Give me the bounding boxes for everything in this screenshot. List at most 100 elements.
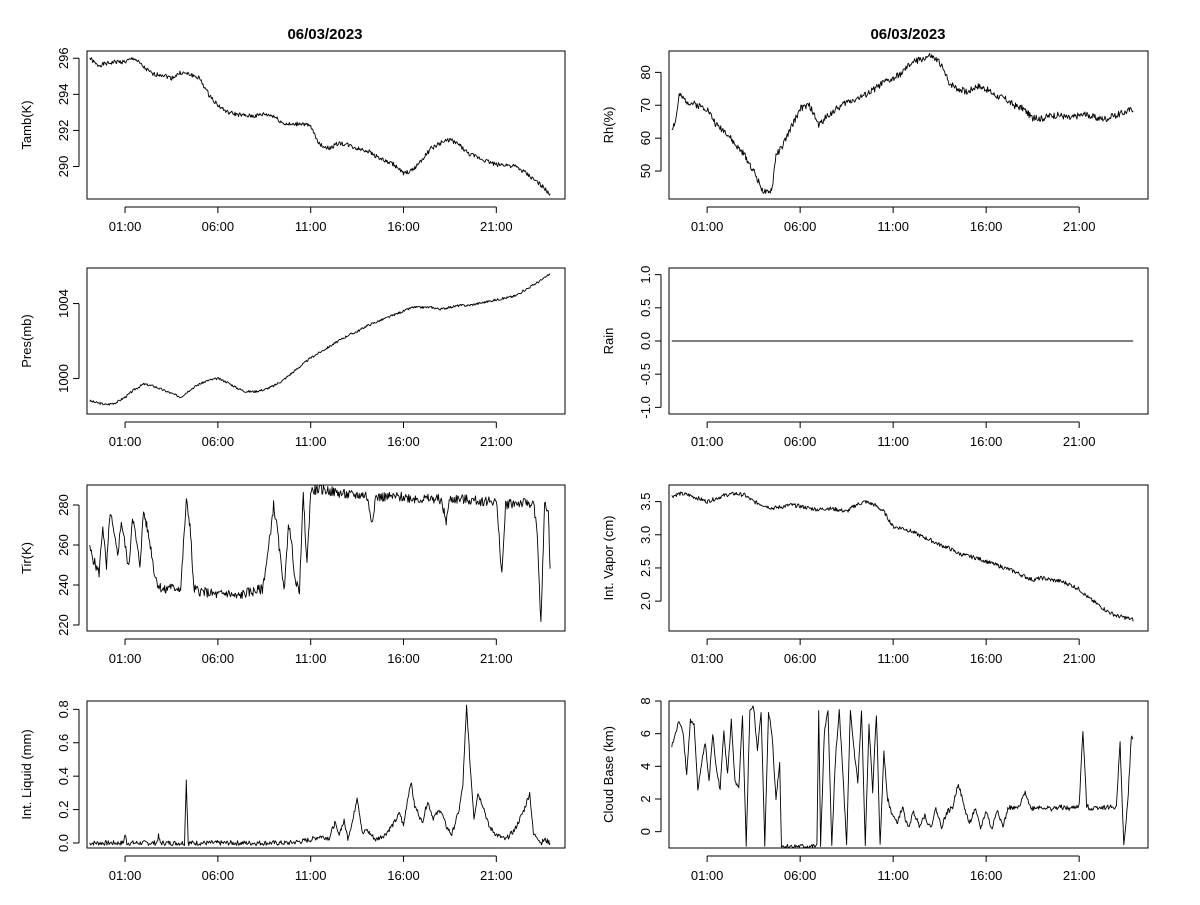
x-tick-label: 06:00: [202, 651, 235, 666]
x-tick-label: 11:00: [877, 434, 909, 449]
y-tick-label: 2: [638, 795, 653, 802]
y-tick-label: 0.8: [56, 700, 71, 718]
x-tick-label: 21:00: [1063, 651, 1096, 666]
y-axis-label: Cloud Base (km): [601, 726, 616, 823]
x-tick-label: 06:00: [202, 868, 235, 883]
x-tick-label: 01:00: [109, 868, 142, 883]
x-tick-label: 16:00: [387, 868, 420, 883]
x-tick-label: 16:00: [970, 868, 1003, 883]
x-tick-label: 01:00: [109, 219, 142, 234]
series-line-cloudbase: [671, 705, 1134, 849]
x-tick-label: 16:00: [970, 651, 1003, 666]
x-tick-label: 21:00: [480, 434, 513, 449]
y-tick-label: 220: [56, 614, 71, 636]
y-tick-label: 8: [638, 697, 653, 704]
x-tick-label: 11:00: [295, 434, 327, 449]
y-tick-label: 1004: [56, 289, 71, 318]
y-tick-label: 2.0: [638, 592, 653, 610]
plot-frame: [668, 484, 1149, 632]
panel-pres: 01:00 06:00 11:00 16:00 21:00 1000 1004 Pres(mb…: [19, 267, 566, 449]
x-tick-label: 16:00: [387, 651, 420, 666]
y-tick-label: 4: [638, 763, 653, 770]
x-tick-label: 11:00: [295, 868, 327, 883]
plot-frame: [86, 50, 566, 200]
x-tick-label: 11:00: [877, 651, 909, 666]
x-tick-label: 21:00: [480, 868, 513, 883]
y-tick-label: 240: [56, 574, 71, 596]
y-tick-label: 6: [638, 730, 653, 737]
y-tick-label: 1.0: [638, 266, 653, 284]
x-tick-label: 11:00: [295, 651, 327, 666]
y-axis-label: Rh(%): [601, 107, 616, 144]
y-axis-label: Int. Vapor (cm): [601, 515, 616, 600]
y-axis-label: Tir(K): [19, 542, 34, 574]
y-tick-label: 0.0: [638, 332, 653, 350]
x-tick-label: 21:00: [1063, 434, 1096, 449]
y-tick-label: 0.4: [56, 767, 71, 785]
x-tick-label: 21:00: [1063, 219, 1096, 234]
left-column-title: 06/03/2023: [287, 26, 363, 43]
y-tick-label: 70: [638, 98, 653, 112]
y-tick-label: -0.5: [638, 363, 653, 385]
y-tick-label: 292: [56, 120, 71, 142]
y-tick-label: 0.2: [56, 801, 71, 819]
y-tick-label: 2.5: [638, 559, 653, 577]
y-tick-label: 3.0: [638, 526, 653, 544]
x-tick-label: 01:00: [691, 434, 724, 449]
series-line-rh: [671, 52, 1134, 194]
x-tick-label: 11:00: [877, 868, 909, 883]
panel-rain: 01:00 06:00 11:00 16:00 21:00 -1.0 -0.5 0.0 0.5 1…: [601, 266, 1149, 449]
y-tick-label: 280: [56, 494, 71, 516]
x-tick-label: 01:00: [109, 651, 142, 666]
x-tick-label: 11:00: [877, 219, 909, 234]
y-tick-label: -1.0: [638, 396, 653, 418]
series-line-tir: [89, 484, 551, 622]
y-tick-label: 0.6: [56, 734, 71, 752]
plot-frame: [668, 267, 1149, 415]
x-tick-label: 01:00: [109, 434, 142, 449]
plot-frame: [86, 700, 566, 849]
series-line-liquid: [89, 704, 551, 846]
y-tick-label: 0.5: [638, 299, 653, 317]
panel-tamb: 01:00 06:00 11:00 16:00 21:00 290 292 294 296 Tam…: [19, 47, 566, 234]
y-tick-label: 0.0: [56, 834, 71, 852]
y-tick-label: 290: [56, 156, 71, 178]
y-tick-label: 1000: [56, 364, 71, 393]
right-column-title: 06/03/2023: [870, 26, 946, 43]
plot-frame: [668, 50, 1149, 200]
y-tick-label: 260: [56, 534, 71, 556]
y-tick-label: 50: [638, 164, 653, 178]
x-tick-label: 06:00: [784, 651, 817, 666]
x-tick-label: 06:00: [784, 219, 817, 234]
x-tick-label: 01:00: [691, 651, 724, 666]
x-tick-label: 06:00: [202, 434, 235, 449]
panel-vapor: 01:00 06:00 11:00 16:00 21:00 2.0 2.5 3.0 3.5 Int…: [601, 484, 1149, 666]
y-axis-label: Tamb(K): [19, 100, 34, 149]
y-axis-label: Int. Liquid (mm): [19, 729, 34, 819]
plot-frame: [86, 267, 566, 415]
series-line-pres: [89, 273, 551, 406]
panel-cloudbase: 01:00 06:00 11:00 16:00 21:00 0 2 4 6 8 Cloud Base…: [601, 697, 1149, 883]
x-tick-label: 16:00: [387, 219, 420, 234]
plot-frame: [86, 484, 566, 632]
x-tick-label: 01:00: [691, 868, 724, 883]
y-tick-label: 294: [56, 83, 71, 105]
panel-liquid: 01:00 06:00 11:00 16:00 21:00 0.0 0.2 0.4 0.6 0.8…: [19, 700, 566, 883]
x-tick-label: 11:00: [295, 219, 327, 234]
y-tick-label: 80: [638, 65, 653, 79]
y-tick-label: 0: [638, 828, 653, 835]
y-tick-label: 60: [638, 131, 653, 145]
x-tick-label: 16:00: [387, 434, 420, 449]
x-tick-label: 21:00: [480, 219, 513, 234]
x-tick-label: 21:00: [480, 651, 513, 666]
x-tick-label: 16:00: [970, 434, 1003, 449]
y-axis-label: Pres(mb): [19, 314, 34, 367]
series-line-vapor: [671, 491, 1134, 622]
panel-rh: 01:00 06:00 11:00 16:00 21:00 50 60 70 80 Rh(%): [601, 50, 1149, 234]
series-line-tamb: [89, 57, 551, 196]
x-tick-label: 01:00: [691, 219, 724, 234]
x-tick-label: 06:00: [202, 219, 235, 234]
panel-tir: 01:00 06:00 11:00 16:00 21:00 220 240 260 280 Tir…: [19, 484, 566, 666]
